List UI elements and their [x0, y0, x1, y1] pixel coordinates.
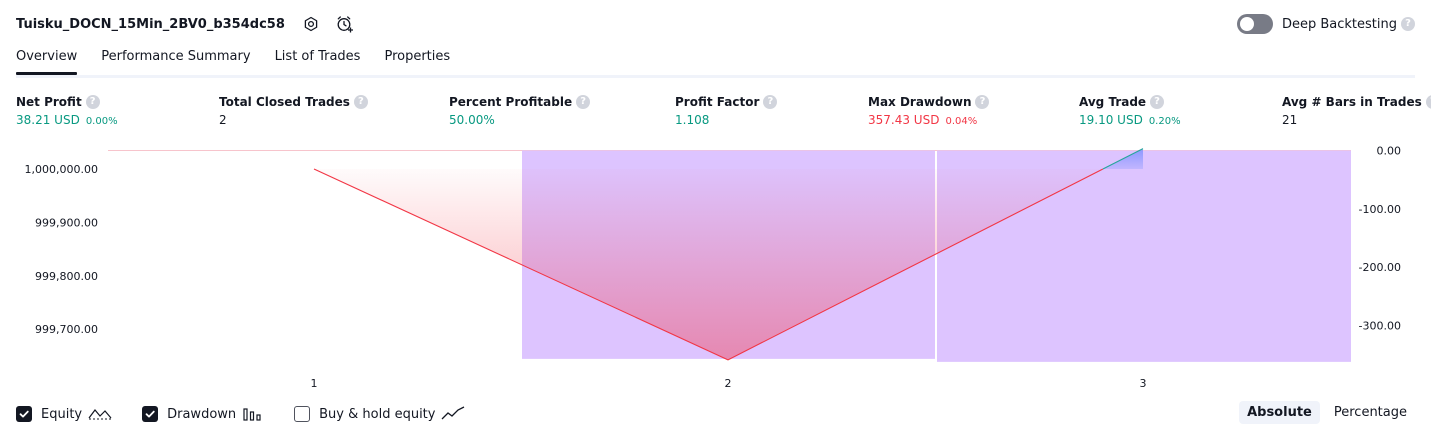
metric-value: 357.43 USD	[868, 113, 940, 127]
drawdown-checkbox[interactable]: Drawdown	[142, 406, 264, 422]
settings-gear-icon[interactable]	[301, 14, 321, 34]
deep-backtesting: Deep Backtesting ?	[1236, 13, 1415, 35]
metric-value: 38.21 USD	[16, 113, 80, 127]
absolute-button[interactable]: Absolute	[1239, 401, 1320, 424]
metric-label: Avg # Bars in Trades	[1282, 95, 1422, 109]
right-tick-label: -300.00	[1359, 319, 1401, 332]
left-axis: 1,000,000.00 999,900.00 999,800.00 999,700.…	[25, 163, 98, 336]
toggle-knob	[1239, 17, 1254, 31]
metric-value: 19.10 USD	[1079, 113, 1143, 127]
metric-avg-trade: Avg Trade? 19.10 USD 0.20%	[1079, 94, 1181, 129]
metric-value: 50.00%	[449, 113, 495, 127]
right-tick-label: -200.00	[1359, 261, 1401, 274]
help-icon[interactable]: ?	[1401, 17, 1415, 31]
equity-drawdown-chart[interactable]: 1,000,000.00 999,900.00 999,800.00 999,700.…	[0, 140, 1431, 395]
checkbox-empty[interactable]	[294, 406, 311, 422]
metric-percent-profitable: Percent Profitable? 50.00%	[449, 94, 591, 129]
metric-profit-factor: Profit Factor? 1.108	[675, 94, 778, 129]
tab-performance-summary[interactable]: Performance Summary	[101, 49, 251, 64]
metric-value: 1.108	[675, 113, 710, 127]
tab-overview[interactable]: Overview	[16, 46, 78, 75]
right-tick-label: 0.00	[1377, 145, 1402, 158]
buyhold-line-icon	[441, 406, 465, 422]
equity-line-gain	[1102, 148, 1144, 170]
metric-label: Percent Profitable	[449, 95, 573, 109]
metric-net-profit: Net Profit? 38.21 USD 0.00%	[16, 94, 118, 129]
right-tick-label: -100.00	[1359, 203, 1401, 216]
tab-properties[interactable]: Properties	[384, 49, 451, 64]
scale-mode: Absolute Percentage	[1239, 401, 1415, 424]
equity-loss-area	[314, 169, 1103, 360]
equity-checkbox[interactable]: Equity	[16, 406, 112, 422]
checkmark-icon[interactable]	[16, 406, 32, 422]
left-tick-label: 999,800.00	[35, 270, 98, 283]
metric-total-closed-trades: Total Closed Trades? 2	[219, 94, 368, 129]
help-icon[interactable]: ?	[85, 95, 100, 109]
left-tick-label: 1,000,000.00	[25, 163, 98, 176]
buyhold-label: Buy & hold equity	[319, 406, 436, 422]
equity-line-icon	[88, 406, 112, 422]
add-alert-icon[interactable]	[335, 14, 355, 34]
buyhold-checkbox[interactable]: Buy & hold equity	[294, 406, 465, 422]
chart-series-toggles: Equity Drawdown Buy & hold equity	[16, 403, 495, 425]
metric-value: 21	[1282, 113, 1298, 127]
x-tick-label: 3	[1140, 377, 1147, 390]
report-tabs: Overview Performance Summary List of Tra…	[16, 46, 1415, 78]
right-axis: 0.00 -100.00 -200.00 -300.00	[1359, 145, 1401, 333]
drawdown-bars-icon	[242, 406, 264, 422]
drawdown-label: Drawdown	[167, 406, 237, 422]
help-icon[interactable]: ?	[1150, 95, 1165, 109]
left-tick-label: 999,700.00	[35, 323, 98, 336]
metric-max-drawdown: Max Drawdown? 357.43 USD 0.04%	[868, 94, 990, 129]
checkmark-icon[interactable]	[142, 406, 159, 422]
metric-value: 2	[219, 113, 227, 127]
metric-percent: 0.20%	[1148, 116, 1181, 127]
metric-label: Max Drawdown	[868, 95, 972, 109]
left-tick-label: 999,900.00	[35, 216, 98, 229]
x-tick-label: 2	[725, 377, 732, 390]
percentage-button[interactable]: Percentage	[1333, 405, 1407, 420]
equity-line	[313, 148, 1144, 361]
metric-label: Total Closed Trades	[219, 95, 350, 109]
metric-percent: 0.00%	[85, 116, 118, 127]
metric-label: Net Profit	[16, 95, 82, 109]
help-icon[interactable]: ?	[975, 95, 990, 109]
help-icon[interactable]: ?	[763, 95, 778, 109]
tab-list-of-trades[interactable]: List of Trades	[274, 49, 361, 64]
strategy-title: Tuisku_DOCN_15Min_2BV0_b354dc58	[16, 16, 285, 32]
deep-backtesting-label: Deep Backtesting	[1281, 16, 1397, 32]
metric-percent: 0.04%	[945, 116, 978, 127]
metric-label: Avg Trade	[1079, 95, 1147, 109]
deep-backtesting-toggle[interactable]	[1236, 14, 1273, 34]
help-icon[interactable]: ?	[353, 95, 368, 109]
strategy-header: Tuisku_DOCN_15Min_2BV0_b354dc58	[16, 13, 355, 35]
equity-line-loss	[313, 168, 1104, 361]
metric-label: Profit Factor	[675, 95, 760, 109]
help-icon[interactable]: ?	[1425, 95, 1431, 109]
metric-avg-bars-in-trades: Avg # Bars in Trades? 21	[1282, 94, 1431, 129]
equity-label: Equity	[41, 406, 83, 422]
x-axis: 1 2 3	[311, 377, 1147, 390]
help-icon[interactable]: ?	[576, 95, 591, 109]
x-tick-label: 1	[311, 377, 318, 390]
